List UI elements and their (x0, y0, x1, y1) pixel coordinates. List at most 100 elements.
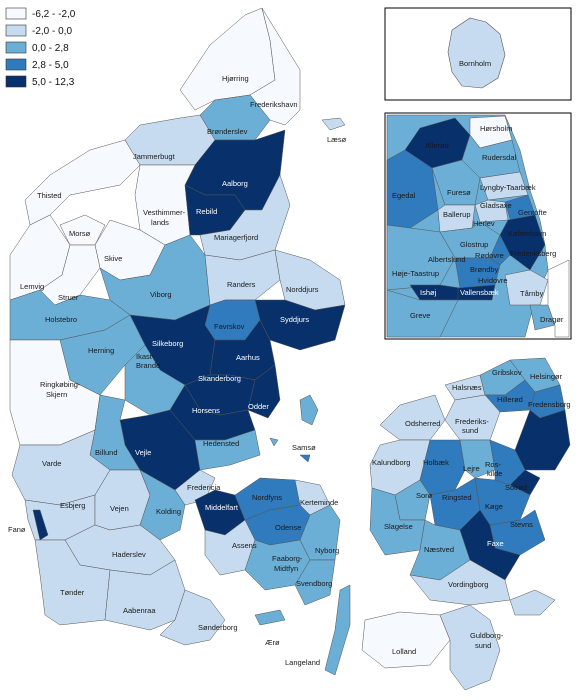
label-bornholm: Bornholm (459, 59, 491, 68)
region-greve (386, 289, 459, 338)
label-lejre: Lejre (463, 464, 480, 473)
region-morso (59, 214, 106, 246)
label-kolding: Kolding (156, 507, 181, 516)
region-odder (247, 364, 281, 419)
label-fano: Fanø (8, 525, 26, 534)
region-kolding (139, 469, 186, 541)
label-herning: Herning (88, 346, 114, 355)
cph-water (547, 259, 570, 338)
label-horsens: Horsens (192, 406, 220, 415)
label-randers: Randers (227, 280, 256, 289)
label-vordingborg: Vordingborg (448, 580, 488, 589)
label-hoje-taastrup: Høje-Taastrup (392, 269, 439, 278)
label-glostrup: Glostrup (460, 240, 488, 249)
label-horsholm: Hørsholm (480, 124, 513, 133)
label-tonder: Tønder (60, 588, 85, 597)
label-fredensborg: Fredensborg (528, 400, 571, 409)
label-fredericia: Fredericia (187, 483, 221, 492)
bornholm-inset: Bornholm (384, 7, 572, 101)
label-helsingor: Helsingør (530, 372, 563, 381)
label-gladsaxe: Gladsaxe (480, 201, 512, 210)
label-morso: Morsø (69, 229, 91, 238)
legend-swatch-5 (5, 75, 27, 88)
legend-label-4: 2,8 - 5,0 (32, 60, 69, 71)
label-varde: Varde (42, 459, 61, 468)
label-svendborg: Svendborg (296, 579, 332, 588)
label-esbjerg: Esbjerg (60, 501, 85, 510)
label-albertslund: Albertslund (428, 255, 466, 264)
funen (194, 477, 351, 676)
label-gentofte: Gentofte (518, 208, 547, 217)
islet-1 (299, 454, 311, 463)
legend-label-1: -6,2 - -2,0 (32, 9, 76, 20)
region-langeland (324, 584, 351, 676)
label-solrod: Solrød (505, 483, 527, 492)
region-gladsaxe (474, 199, 509, 223)
label-kobenhavn: København (508, 229, 546, 238)
label-haderslev: Haderslev (112, 550, 146, 559)
region-lolland (361, 611, 451, 669)
label-slagelse: Slagelse (384, 522, 413, 531)
label-allerod: Allerød (425, 141, 449, 150)
label-stevns: Stevns (510, 520, 533, 529)
label-skive: Skive (104, 254, 122, 263)
label-lemvig: Lemvig (20, 282, 44, 291)
region-brondby (454, 257, 501, 289)
label-nyborg: Nyborg (315, 546, 339, 555)
label-lolland: Lolland (392, 647, 416, 656)
region-furesoe (431, 159, 481, 206)
label-hvidovre: Hvidovre (478, 276, 508, 285)
region-guldborgsund (439, 604, 501, 691)
label-dragor: Dragør (540, 315, 564, 324)
label-ringkobing-1: Ringkøbing- (40, 380, 81, 389)
label-hillerod: Hillerød (497, 395, 523, 404)
region-aero (254, 609, 286, 626)
label-koge: Køge (485, 502, 503, 511)
legend-swatch-3 (5, 41, 27, 54)
label-frederikshavn: Frederikshavn (250, 100, 298, 109)
region-mon (509, 589, 556, 616)
label-gribskov: Gribskov (492, 368, 522, 377)
label-frederikssund-2: sund (462, 426, 478, 435)
label-ballerup: Ballerup (443, 210, 471, 219)
label-holbaek: Holbæk (423, 458, 449, 467)
label-billund: Billund (95, 448, 118, 457)
label-aalborg: Aalborg (222, 179, 248, 188)
label-viborg: Viborg (150, 290, 172, 299)
islands (269, 394, 319, 463)
region-laeso (321, 117, 346, 131)
islet-2 (269, 437, 279, 447)
label-sonderborg: Sønderborg (198, 623, 238, 632)
label-odense: Odense (275, 523, 301, 532)
label-guldborgsund-2: sund (475, 641, 491, 650)
label-odsherred: Odsherred (405, 419, 440, 428)
label-odder: Odder (248, 402, 269, 411)
label-frederikssund-1: Frederiks- (455, 417, 489, 426)
legend-label-5: 5,0 - 12,3 (32, 77, 75, 88)
label-kalundborg: Kalundborg (372, 458, 410, 467)
label-egedal: Egedal (392, 191, 416, 200)
label-greve: Greve (410, 311, 430, 320)
label-kerteminde: Kerteminde (300, 498, 338, 507)
region-thisted (24, 139, 141, 226)
label-faaborg-1: Faaborg- (272, 554, 303, 563)
region-vallensbaek (457, 284, 496, 301)
label-skanderborg: Skanderborg (198, 374, 241, 383)
region-sonderborg (159, 589, 226, 646)
region-bornholm (447, 17, 506, 89)
label-roskilde-1: Ros- (485, 460, 501, 469)
label-silkeborg: Silkeborg (152, 339, 183, 348)
label-bronderslev: Brønderslev (207, 127, 248, 136)
label-middelfart: Middelfart (205, 503, 239, 512)
label-aarhus: Aarhus (236, 353, 260, 362)
label-rebild: Rebild (196, 207, 217, 216)
label-laeso: Læsø (327, 135, 347, 144)
label-ishoj: Ishøj (420, 288, 437, 297)
label-nordfyns: Nordfyns (252, 493, 282, 502)
label-guldborgsund-1: Guldborg- (470, 631, 504, 640)
label-langeland: Langeland (285, 658, 320, 667)
label-rodovre: Rødovre (475, 251, 504, 260)
region-vordingborg (409, 559, 511, 606)
label-ringsted: Ringsted (442, 493, 472, 502)
